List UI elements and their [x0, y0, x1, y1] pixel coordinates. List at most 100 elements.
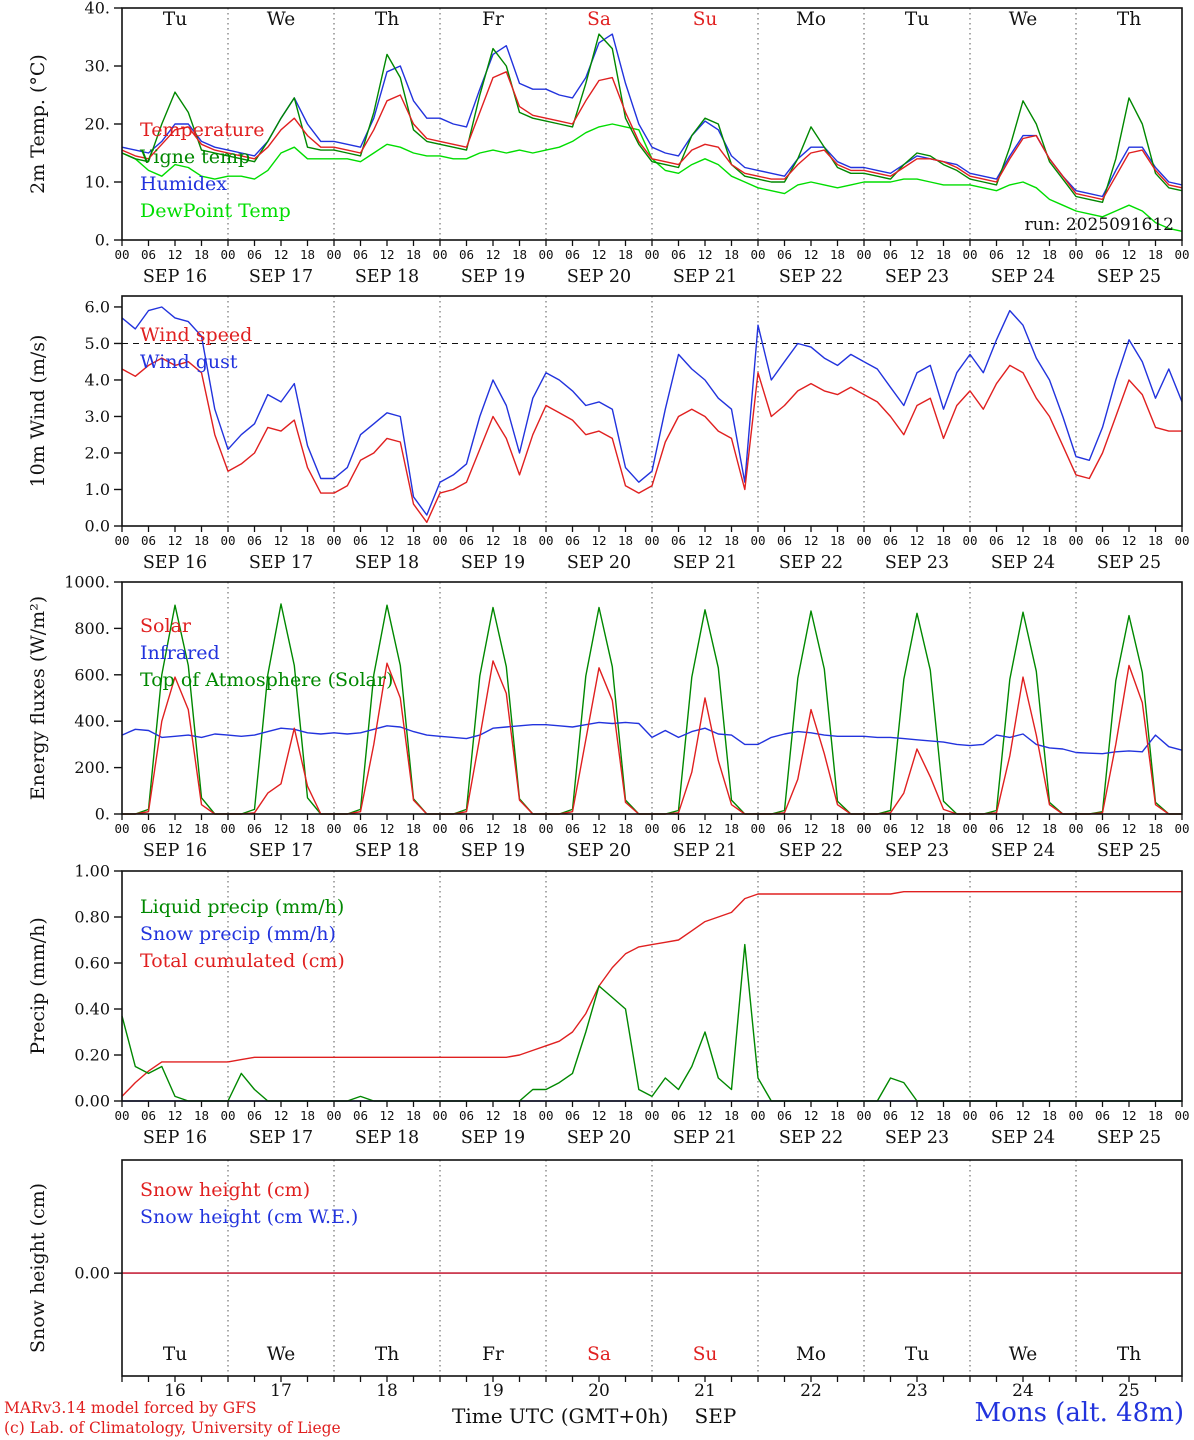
hour-label: 06	[141, 1108, 156, 1123]
hour-label: 06	[777, 247, 792, 262]
weekday-label-bottom: We	[267, 1344, 296, 1365]
date-label: SEP 23	[885, 841, 949, 861]
hour-label: 18	[406, 247, 421, 262]
hour-label: 12	[379, 1108, 394, 1123]
date-label: SEP 21	[673, 267, 737, 287]
date-label: SEP 22	[779, 841, 843, 861]
hour-label: 00	[856, 821, 871, 836]
hour-label: 00	[1174, 533, 1189, 548]
hour-label: 18	[1042, 533, 1057, 548]
hour-label: 12	[909, 821, 924, 836]
weekday-label-bottom: Sa	[587, 1344, 611, 1365]
y-tick-label: 0.0	[85, 517, 110, 536]
hour-label: 00	[114, 533, 129, 548]
y-tick-label: 1.0	[85, 480, 110, 499]
legend-temperature: Temperature	[140, 119, 264, 141]
hour-label: 00	[432, 1108, 447, 1123]
date-number: 25	[1118, 1381, 1140, 1401]
weekday-label-bottom: Fr	[482, 1344, 504, 1365]
hour-label: 00	[538, 247, 553, 262]
date-label: SEP 20	[567, 267, 631, 287]
date-number: 20	[588, 1381, 610, 1401]
legend-solar: Solar	[140, 615, 192, 637]
date-label: SEP 20	[567, 841, 631, 861]
hour-label: 12	[1015, 1108, 1030, 1123]
hour-label: 00	[644, 821, 659, 836]
hour-label: 00	[644, 533, 659, 548]
hour-label: 00	[538, 1108, 553, 1123]
hour-label: 18	[300, 821, 315, 836]
legend-liquid-precip-mm-h-: Liquid precip (mm/h)	[140, 896, 344, 918]
run-label: run: 2025091612	[1025, 215, 1174, 235]
panel-0: 0. 10. 20. 30. 40. 2m Temp. (°C) 00 06 12 18 00 06 1…	[27, 0, 1190, 287]
hour-label: 12	[485, 1108, 500, 1123]
hour-label: 12	[273, 1108, 288, 1123]
hour-label: 06	[671, 1108, 686, 1123]
y-tick-label: 0.80	[74, 908, 110, 927]
hour-label: 12	[485, 533, 500, 548]
legend-wind-speed: Wind speed	[140, 324, 252, 346]
hour-label: 12	[803, 533, 818, 548]
hour-label: 12	[909, 247, 924, 262]
hour-label: 06	[671, 533, 686, 548]
date-label: SEP 18	[355, 553, 419, 573]
hour-label: 18	[194, 1108, 209, 1123]
weekday-label-bottom: Mo	[796, 1344, 826, 1365]
hour-label: 00	[114, 247, 129, 262]
hour-label: 00	[962, 1108, 977, 1123]
y-axis-label: 10m Wind (m/s)	[27, 335, 49, 488]
hour-label: 00	[1174, 1108, 1189, 1123]
series-humidex	[121, 33, 1183, 198]
hour-label: 00	[750, 821, 765, 836]
date-label: SEP 25	[1097, 1128, 1161, 1148]
series-wind-gust	[121, 306, 1183, 516]
hour-label: 18	[194, 821, 209, 836]
hour-label: 12	[167, 533, 182, 548]
date-label: SEP 20	[567, 553, 631, 573]
hour-label: 00	[1174, 247, 1189, 262]
date-label: SEP 16	[143, 1128, 207, 1148]
hour-label: 06	[141, 533, 156, 548]
y-tick-label: 600.	[74, 665, 110, 684]
hour-label: 18	[830, 1108, 845, 1123]
legend-total-cumulated-cm-: Total cumulated (cm)	[140, 950, 345, 972]
date-label: SEP 22	[779, 553, 843, 573]
hour-label: 18	[724, 533, 739, 548]
hour-label: 06	[459, 821, 474, 836]
hour-label: 00	[1068, 533, 1083, 548]
hour-label: 18	[1148, 247, 1163, 262]
hour-label: 12	[485, 247, 500, 262]
hour-label: 06	[565, 247, 580, 262]
hour-label: 12	[697, 1108, 712, 1123]
y-tick-label: 5.0	[85, 334, 110, 353]
date-label: SEP 25	[1097, 841, 1161, 861]
date-number: 22	[800, 1381, 822, 1401]
hour-label: 06	[459, 533, 474, 548]
date-label: SEP 21	[673, 1128, 737, 1148]
date-label: SEP 18	[355, 841, 419, 861]
y-tick-label: 200.	[74, 758, 110, 777]
legend-snow-precip-mm-h-: Snow precip (mm/h)	[140, 923, 336, 945]
hour-label: 00	[432, 247, 447, 262]
y-tick-label: 10.	[85, 173, 110, 192]
hour-label: 12	[697, 821, 712, 836]
series-total-cumulated-cm-	[121, 891, 1182, 1097]
date-label: SEP 16	[143, 553, 207, 573]
hour-label: 06	[989, 1108, 1004, 1123]
weekday-label-bottom: We	[1009, 1344, 1038, 1365]
hour-label: 00	[326, 821, 341, 836]
hour-label: 12	[1015, 533, 1030, 548]
hour-label: 18	[512, 533, 527, 548]
date-label: SEP 22	[779, 1128, 843, 1148]
hour-label: 18	[936, 533, 951, 548]
weekday-label-top: Tu	[905, 9, 929, 30]
model-credits: MARv3.14 model forced by GFS (c) Lab. of…	[4, 1398, 341, 1438]
hour-label: 12	[591, 821, 606, 836]
y-tick-label: 0.00	[74, 1092, 110, 1111]
hour-label: 06	[883, 247, 898, 262]
hour-label: 12	[803, 821, 818, 836]
hour-label: 12	[591, 1108, 606, 1123]
hour-label: 12	[379, 533, 394, 548]
series-temperature	[121, 71, 1183, 201]
weekday-label-top: We	[267, 9, 296, 30]
